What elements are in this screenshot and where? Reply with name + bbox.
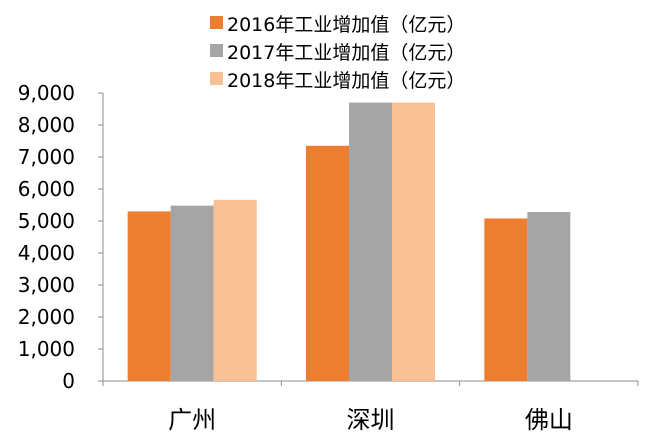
legend-swatch [210, 72, 223, 85]
x-category-label: 佛山 [525, 406, 573, 434]
bar [349, 102, 392, 381]
bar [127, 211, 171, 381]
y-tick-label: 8,000 [18, 113, 75, 137]
bar-groups [127, 102, 571, 381]
y-tick-label: 5,000 [18, 209, 75, 233]
bar [527, 212, 571, 381]
bar [170, 205, 214, 381]
y-tick-label: 3,000 [18, 273, 75, 297]
legend-label: 2017年工业增加值（亿元） [227, 42, 465, 64]
legend-swatch [210, 16, 223, 29]
bar [392, 102, 435, 381]
x-category-label: 深圳 [347, 406, 395, 434]
legend-label: 2016年工业增加值（亿元） [227, 14, 465, 36]
legend-swatch [210, 44, 223, 57]
y-tick-label: 4,000 [18, 241, 75, 265]
y-tick-label: 7,000 [18, 145, 75, 169]
bar [213, 199, 257, 381]
y-axis: 0 1,000 2,000 3,000 4,000 5,000 6,000 7,000 8,00… [18, 81, 104, 393]
y-tick-label: 0 [62, 369, 75, 393]
chart-legend: 2016年工业增加值（亿元） 2017年工业增加值（亿元） 2018年工业增加值（亿… [210, 14, 465, 92]
x-axis: 广州 深圳 佛山 [102, 380, 639, 434]
x-category-label: 广州 [168, 406, 216, 434]
y-tick-label: 9,000 [18, 81, 75, 105]
bar [484, 218, 528, 381]
y-tick-label: 6,000 [18, 177, 75, 201]
legend-label: 2018年工业增加值（亿元） [227, 70, 465, 92]
y-tick-label: 1,000 [18, 337, 75, 361]
bar [306, 145, 349, 381]
y-tick-label: 2,000 [18, 305, 75, 329]
